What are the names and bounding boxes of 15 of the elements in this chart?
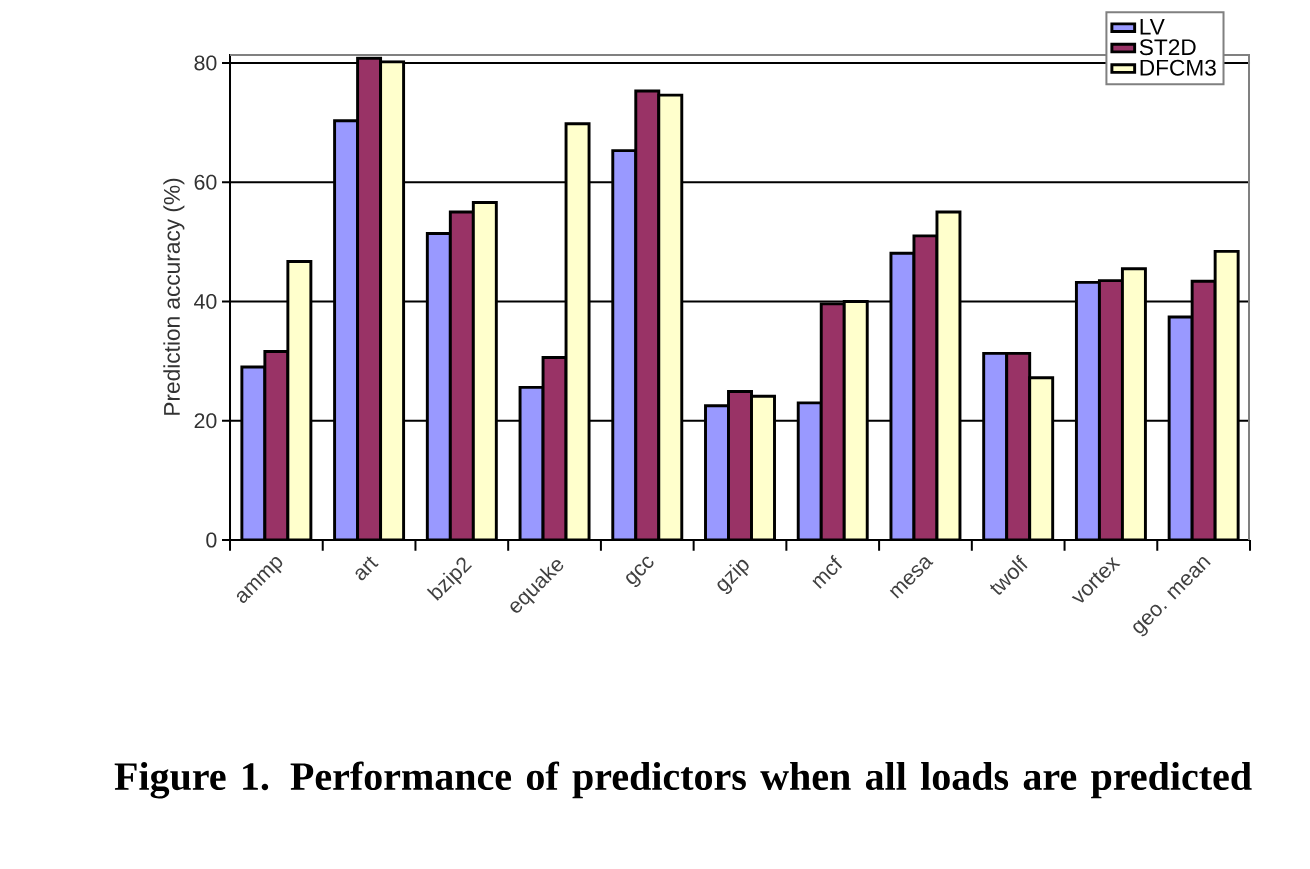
x-tick-label: gcc	[626, 556, 654, 587]
y-tick-label: 60	[194, 174, 217, 190]
y-tick-label: 20	[194, 413, 217, 429]
legend-label: LV	[1140, 18, 1165, 35]
y-axis-title: Prediction accuracy (%)	[163, 178, 185, 415]
x-tick-label: art	[355, 556, 379, 581]
y-tick-label: 40	[194, 293, 217, 310]
legend-label: ST2D	[1139, 39, 1196, 56]
y-tick-label: 0	[206, 532, 217, 548]
bar	[913, 235, 937, 540]
x-tick-label: mcf	[812, 554, 843, 589]
text: Figure 1. Performance of predictors when all loads are predicted	[114, 761, 1252, 799]
legend-label: DFCM3	[1140, 59, 1216, 76]
x-tick-label: gzip	[717, 559, 749, 594]
y-tick-label: 80	[194, 55, 217, 71]
